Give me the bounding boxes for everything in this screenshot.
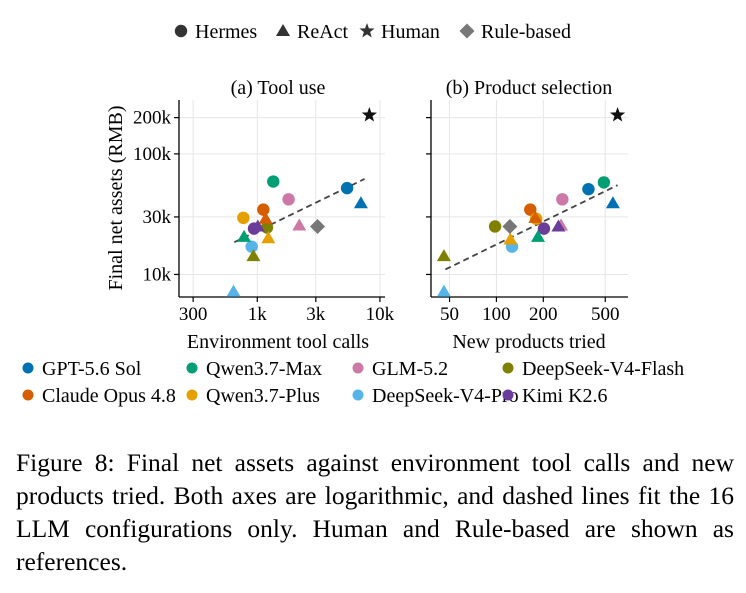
panel-b-axes: 50 100 200 500 <box>426 100 628 325</box>
panel-b-x-tick-label: 50 <box>440 304 459 325</box>
panel-b-point-deepseek-v4-flash-hermes <box>488 220 502 233</box>
legend-swatch-deepseek-v4-pro <box>352 389 364 401</box>
legend-label-hermes: Hermes <box>195 21 257 43</box>
legend-label-deepseek-v4-flash: DeepSeek-V4-Flash <box>522 358 684 380</box>
model-legend: GPT-5.6 Sol Qwen3.7-Max GLM-5.2 DeepSeek-V4… <box>22 358 684 407</box>
panel-b-x-tick-label: 200 <box>529 304 558 325</box>
panel-a-point-qwen3-7-max-react <box>237 229 252 242</box>
panel-b-point-claude-opus-4-8-hermes <box>524 203 537 216</box>
panel-b-point-qwen3-7-max-react <box>531 229 546 242</box>
panel-a-point-rule-based-rule-based <box>310 218 326 234</box>
legend-swatch-gpt-5-6-sol <box>22 362 34 374</box>
legend-label-qwen3-7-plus: Qwen3.7-Plus <box>206 385 320 407</box>
legend-swatch-qwen3-7-max <box>186 362 198 374</box>
panel-a-y-tick-label: 200k <box>133 108 172 129</box>
legend-swatch-claude-opus-4-8 <box>22 389 34 401</box>
panel-a-point-qwen3-7-plus-react <box>261 231 276 244</box>
panel-a-point-human-human <box>361 107 377 122</box>
panel-a-point-qwen3-7-max-hermes <box>267 175 280 188</box>
panel-a-point-gpt-5-6-sol-react <box>353 196 368 209</box>
panel-a-point-deepseek-v4-pro-hermes <box>245 240 258 253</box>
legend-label-deepseek-v4-pro: DeepSeek-V4-Pro <box>372 385 519 407</box>
panel-b-title: (b) Product selection <box>446 77 613 99</box>
panel-a-point-glm-5-2-hermes <box>282 193 295 206</box>
panel-a-point-deepseek-v4-pro-react <box>226 284 241 297</box>
caption-text: Final net assets against environment too… <box>16 448 734 576</box>
legend-swatch-qwen3-7-plus <box>186 389 198 401</box>
figure-caption: Figure 8: Final net assets against envir… <box>16 446 734 578</box>
legend-circle-marker <box>174 24 188 38</box>
panel-a-point-qwen3-7-plus-hermes <box>237 211 250 225</box>
panel-b-x-tick-label: 100 <box>482 304 511 325</box>
caption-label: Figure 8: <box>16 448 115 477</box>
marker-legend: Hermes ReAct Human Rule-based <box>174 21 571 43</box>
panel-b-point-glm-5-2-hermes <box>556 193 569 206</box>
legend-label-gpt-5-6-sol: GPT-5.6 Sol <box>42 358 142 380</box>
panel-a-x-tick-label: 10k <box>366 304 395 325</box>
panel-a-point-claude-opus-4-8-hermes <box>257 203 270 216</box>
panel-a-x-axis-label: Environment tool calls <box>187 331 369 353</box>
panel-a-point-claude-opus-4-8-react <box>258 211 273 224</box>
panel-tool-use: (a) Tool use Final net assets (RMB) Envi… <box>105 77 395 353</box>
panel-b-point-kimi-k2-6-hermes <box>537 222 551 235</box>
panel-a-point-glm-5-2-react <box>292 218 307 231</box>
legend-label-qwen3-7-max: Qwen3.7-Max <box>206 358 322 380</box>
panel-b-point-deepseek-v4-flash-react <box>436 249 451 262</box>
panel-a-y-tick-label: 30k <box>143 207 172 228</box>
legend-label-human: Human <box>381 21 440 43</box>
panel-b-point-rule-based-rule-based <box>502 218 518 234</box>
panel-b-point-gpt-5-6-sol-react <box>605 196 620 209</box>
figure-8: Hermes ReAct Human Rule-based (a) Tool use … <box>22 21 684 407</box>
legend-label-react: ReAct <box>297 21 349 43</box>
panel-a-y-tick-label: 10k <box>143 264 172 285</box>
panel-a-x-tick-label: 1k <box>248 304 268 325</box>
panel-a-title: (a) Tool use <box>231 77 326 99</box>
panel-a-x-tick-label: 300 <box>179 304 208 325</box>
panel-b-point-qwen3-7-plus-react <box>503 232 518 245</box>
panel-b-point-gpt-5-6-sol-hermes <box>582 182 595 196</box>
legend-label-rule-based: Rule-based <box>481 21 571 43</box>
panel-a-gridlines <box>179 100 385 297</box>
panel-product-selection: (b) Product selection New products tried… <box>426 77 628 353</box>
legend-label-kimi-k2-6: Kimi K2.6 <box>522 385 608 407</box>
panel-b-point-deepseek-v4-pro-react <box>436 284 451 297</box>
panel-b-gridlines <box>431 100 628 297</box>
panel-a-point-gpt-5-6-sol-hermes <box>340 181 354 195</box>
panel-a-axes: 300 1k 3k 10k 10k 30k 100k 200k <box>133 100 395 325</box>
panel-b-point-human-human <box>609 107 626 122</box>
panel-a-point-kimi-k2-6-react <box>250 219 265 232</box>
panel-b-point-qwen3-7-max-hermes <box>597 176 611 189</box>
legend-swatch-glm-5-2 <box>352 362 364 374</box>
legend-swatch-deepseek-v4-flash <box>502 362 514 374</box>
panel-b-point-kimi-k2-6-react <box>551 219 566 232</box>
panel-b-x-axis-label: New products tried <box>452 331 605 353</box>
y-axis-label: Final net assets (RMB) <box>105 106 127 291</box>
panel-b-point-claude-opus-4-8-react <box>528 210 543 223</box>
legend-star-marker <box>359 23 375 38</box>
legend-swatch-kimi-k2-6 <box>502 389 514 401</box>
panel-b-x-tick-label: 500 <box>591 304 620 325</box>
legend-diamond-marker <box>459 23 475 39</box>
panel-a-point-deepseek-v4-flash-react <box>246 249 261 262</box>
legend-label-claude-opus-4-8: Claude Opus 4.8 <box>42 385 176 407</box>
legend-triangle-marker <box>276 24 290 37</box>
panel-b-fit-line <box>444 184 618 271</box>
legend-label-glm-5-2: GLM-5.2 <box>372 358 448 380</box>
panel-a-y-tick-label: 100k <box>133 144 172 165</box>
panel-a-x-tick-label: 3k <box>306 304 326 325</box>
